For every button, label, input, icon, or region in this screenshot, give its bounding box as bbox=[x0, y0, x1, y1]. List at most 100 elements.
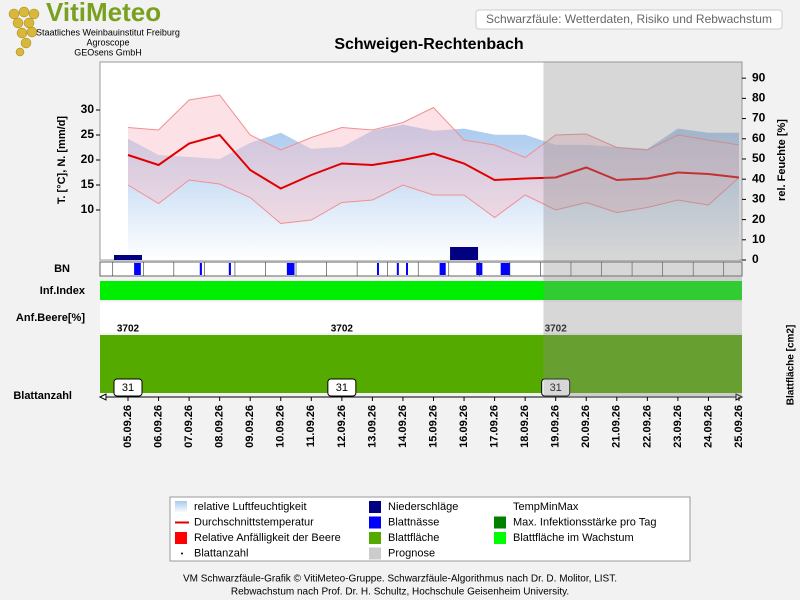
legend-item: Max. Infektionsstärke pro Tag bbox=[494, 516, 656, 529]
x-tick-label: 19.09.26 bbox=[550, 405, 562, 448]
x-tick-label: 18.09.26 bbox=[519, 405, 531, 448]
x-tick-label: 25.09.26 bbox=[733, 405, 745, 448]
y-tick-label: 25 bbox=[81, 127, 95, 141]
leaf-count-box bbox=[327, 378, 357, 397]
forecast-overlay bbox=[543, 62, 742, 398]
legend-swatch bbox=[494, 532, 506, 544]
y2-tick-label: 60 bbox=[752, 131, 766, 145]
leaf-wetness bbox=[406, 263, 409, 275]
berry-label: 3702 bbox=[545, 324, 568, 335]
logo-text: VitiMeteo bbox=[46, 0, 161, 27]
berry-label: 3702 bbox=[117, 324, 140, 335]
legend-swatch bbox=[175, 532, 187, 544]
legend-item: relative Luftfeuchtigkeit bbox=[175, 501, 307, 513]
legend-item: Blattanzahl bbox=[181, 547, 248, 559]
leaf-wetness bbox=[286, 263, 295, 275]
x-tick-label: 21.09.26 bbox=[611, 405, 623, 448]
legend-item: Niederschläge bbox=[369, 501, 458, 513]
x-tick-label: 12.09.26 bbox=[336, 405, 348, 448]
y2-tick-label: 10 bbox=[752, 232, 766, 246]
berry-label: 3702 bbox=[331, 324, 354, 335]
legend-item: Durchschnittstemperatur bbox=[175, 516, 314, 528]
subject-box bbox=[475, 9, 783, 30]
legend-swatch bbox=[369, 516, 381, 529]
y2-tick-label: 80 bbox=[752, 91, 766, 105]
leaf-wetness bbox=[199, 263, 202, 275]
legend-item: Prognose bbox=[369, 547, 435, 560]
legend-label: Blattfläche im Wachstum bbox=[513, 532, 634, 544]
x-tick-label: 17.09.26 bbox=[489, 405, 501, 448]
x-tick-label: 05.09.26 bbox=[122, 405, 134, 448]
x-tick-label: 23.09.26 bbox=[672, 405, 684, 448]
leaf-area-strip bbox=[100, 335, 742, 393]
y2-tick-label: 20 bbox=[752, 212, 766, 226]
legend-swatch bbox=[181, 552, 183, 555]
leaf-count-box bbox=[541, 378, 571, 397]
legend-label: Blattfläche bbox=[388, 532, 439, 544]
legend-swatch bbox=[369, 547, 381, 560]
temp-max-line bbox=[127, 94, 740, 159]
x-tick-label: 24.09.26 bbox=[702, 405, 714, 448]
legend bbox=[169, 496, 691, 562]
legend-item: Blattfläche bbox=[369, 532, 439, 544]
leaf-area-label: Blattfläche [cm2] bbox=[786, 325, 797, 406]
legend-item: Blattnässe bbox=[369, 516, 439, 529]
org-line: Agroscope bbox=[86, 37, 129, 47]
row-label: Inf.Index bbox=[40, 285, 86, 297]
row-label: BN bbox=[54, 263, 70, 275]
avg-temp-line bbox=[127, 133, 740, 190]
legend-label: Blattanzahl bbox=[194, 547, 248, 559]
row-label: Anf.Beere[%] bbox=[16, 312, 85, 324]
x-tick-label: 09.09.26 bbox=[244, 405, 256, 448]
leaf-count-label: 31 bbox=[122, 382, 134, 394]
temp-min-line bbox=[127, 177, 740, 225]
x-tick-label: 10.09.26 bbox=[275, 405, 287, 448]
y2-tick-label: 0 bbox=[752, 252, 759, 266]
legend-label: Durchschnittstemperatur bbox=[194, 516, 314, 528]
rain-bar bbox=[114, 255, 142, 260]
leaf-count-box bbox=[113, 378, 143, 397]
y2-tick-label: 70 bbox=[752, 111, 766, 125]
y-axis-label: T. [°C], N. [mm/d] bbox=[56, 116, 68, 204]
inf-strip bbox=[100, 281, 742, 300]
y-tick-label: 10 bbox=[81, 202, 95, 216]
x-tick-label: 11.09.26 bbox=[305, 405, 317, 447]
leaf-wetness bbox=[396, 263, 399, 275]
x-tick-label: 14.09.26 bbox=[397, 405, 409, 448]
legend-swatch bbox=[369, 532, 381, 544]
x-tick-label: 15.09.26 bbox=[427, 405, 439, 448]
x-tick-label: 22.09.26 bbox=[641, 405, 653, 448]
y2-tick-label: 90 bbox=[752, 70, 766, 84]
x-tick-label: 16.09.26 bbox=[458, 405, 470, 448]
legend-item: TempMinMax bbox=[513, 501, 579, 513]
legend-label: Niederschläge bbox=[388, 501, 458, 513]
y-tick-label: 15 bbox=[81, 177, 95, 191]
footer: Rebwachstum nach Prof. Dr. H. Schultz, H… bbox=[231, 587, 569, 598]
rain-bar bbox=[450, 247, 479, 260]
leaf-wetness bbox=[376, 263, 379, 275]
x-tick-label: 07.09.26 bbox=[183, 405, 195, 448]
org-line: Staatliches Weinbauinstitut Freiburg bbox=[36, 27, 180, 37]
legend-swatch bbox=[369, 501, 381, 513]
legend-label: Prognose bbox=[388, 547, 435, 559]
x-tick-label: 06.09.26 bbox=[152, 405, 164, 448]
legend-label: Blattnässe bbox=[388, 516, 439, 528]
leaf-wetness bbox=[500, 263, 510, 275]
org-line: GEOsens GmbH bbox=[74, 47, 142, 57]
y2-tick-label: 50 bbox=[752, 151, 766, 165]
chart-title: Schweigen-Rechtenbach bbox=[334, 36, 523, 53]
x-tick-label: 20.09.26 bbox=[580, 405, 592, 448]
leaf-count-label: 31 bbox=[550, 382, 562, 394]
y2-tick-label: 30 bbox=[752, 192, 766, 206]
y2-tick-label: 40 bbox=[752, 171, 766, 185]
logo: VitiMeteo Staatliches Weinbauinstitut Fr… bbox=[8, 0, 180, 57]
temp-band bbox=[128, 95, 739, 224]
leaf-count-label: 31 bbox=[336, 382, 348, 394]
bn-strip bbox=[99, 261, 743, 277]
x-tick-label: 13.09.26 bbox=[366, 405, 378, 448]
y-tick-label: 30 bbox=[81, 102, 95, 116]
leaf-wetness bbox=[439, 263, 446, 275]
row-label: Blattanzahl bbox=[13, 390, 72, 402]
y-tick-label: 20 bbox=[81, 152, 95, 166]
